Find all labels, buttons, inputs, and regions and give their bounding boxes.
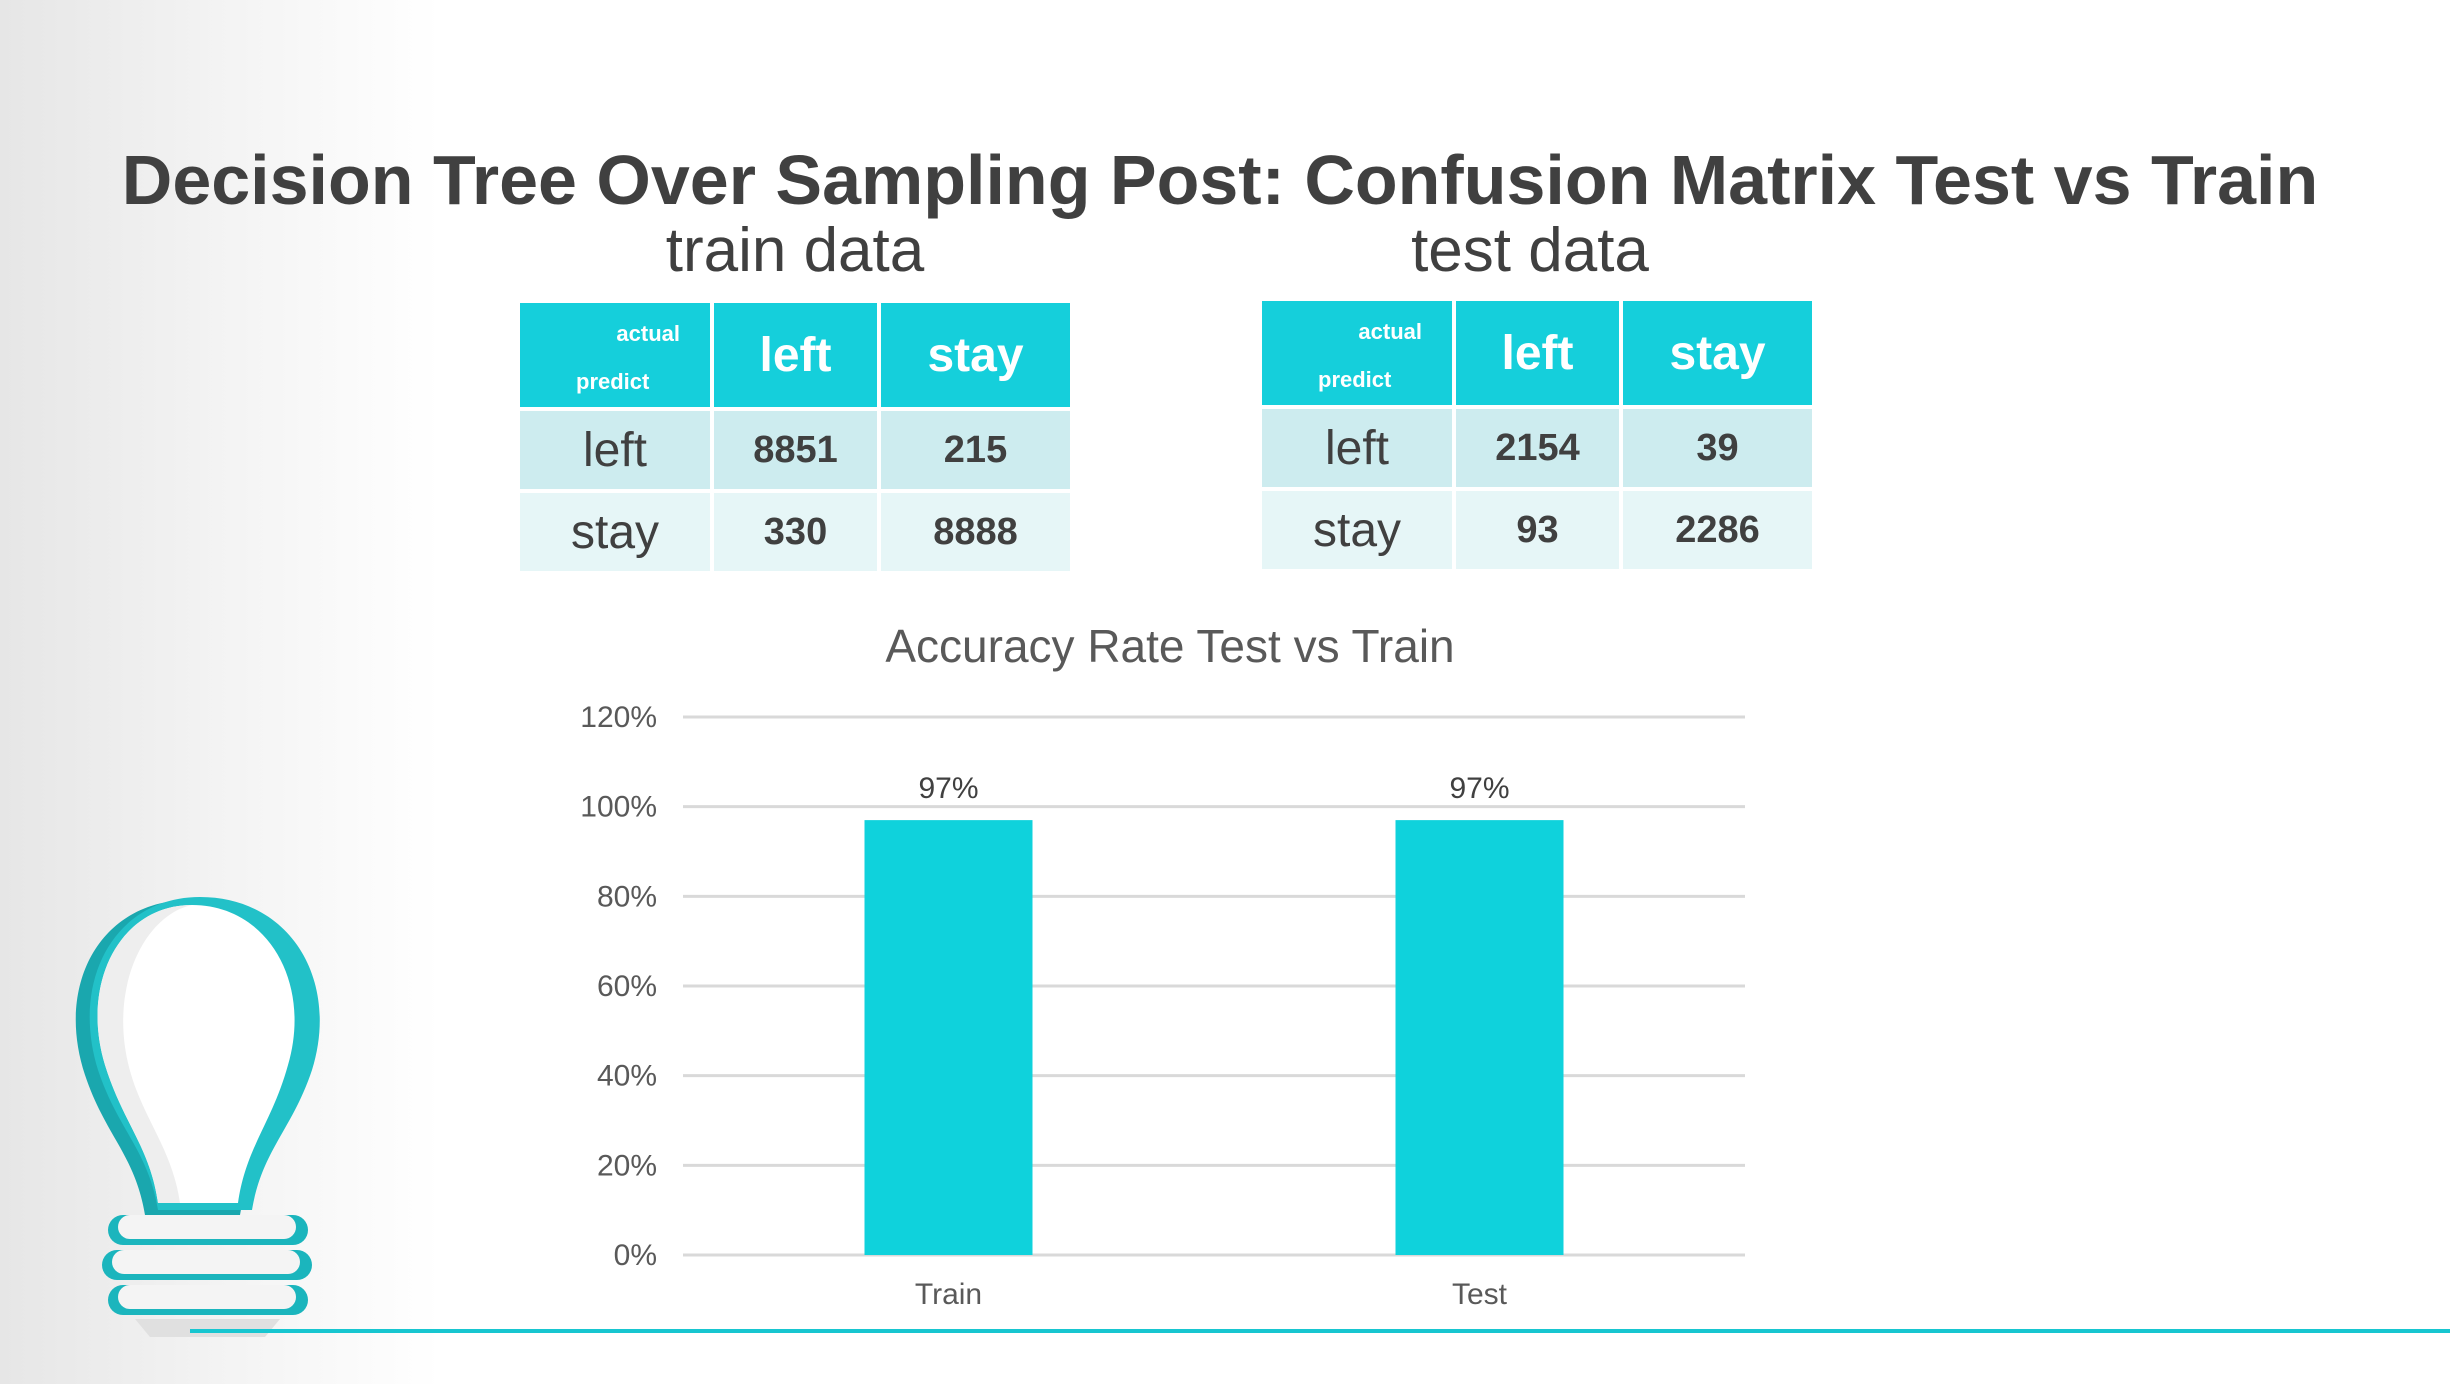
matrix-cell: 2286 (1623, 491, 1812, 569)
slide-title: Decision Tree Over Sampling Post: Confus… (121, 141, 2319, 219)
lightbulb-icon (75, 897, 320, 1337)
accuracy-bar-chart: Accuracy Rate Test vs Train 0% 20% 40% 60% 8… (580, 620, 1745, 1311)
train-data-label: train data (665, 216, 925, 285)
x-tick-label: Train (915, 1278, 982, 1311)
predict-label: predict (576, 369, 650, 394)
actual-label: actual (616, 321, 680, 346)
matrix-cell: 330 (714, 493, 877, 571)
bar-test (1395, 820, 1564, 1255)
y-tick-label: 40% (597, 1060, 657, 1093)
col-header-left: left (1456, 301, 1619, 405)
matrix-row: stay 93 2286 (1262, 491, 1812, 569)
y-tick-label: 0% (614, 1239, 657, 1272)
y-tick-label: 120% (580, 701, 657, 734)
test-confusion-matrix: actual predict left stay left 2154 39 st… (1258, 297, 1816, 573)
y-tick-label: 100% (580, 791, 657, 824)
row-label-stay: stay (520, 493, 710, 571)
data-label: 97% (1449, 772, 1509, 805)
row-label-left: left (520, 411, 710, 489)
y-tick-label: 60% (597, 970, 657, 1003)
col-header-left: left (714, 303, 877, 407)
chart-title: Accuracy Rate Test vs Train (885, 620, 1454, 672)
matrix-row: left 8851 215 (520, 411, 1070, 489)
data-label: 97% (918, 772, 978, 805)
col-header-stay: stay (1623, 301, 1812, 405)
test-data-label: test data (1411, 216, 1649, 285)
matrix-cell: 39 (1623, 409, 1812, 487)
matrix-cell: 8851 (714, 411, 877, 489)
row-label-stay: stay (1262, 491, 1452, 569)
matrix-corner-cell: actual predict (1262, 301, 1452, 405)
y-tick-label: 80% (597, 880, 657, 913)
matrix-cell: 215 (881, 411, 1070, 489)
bottom-accent-line (190, 1329, 2450, 1333)
matrix-cell: 93 (1456, 491, 1619, 569)
train-confusion-matrix: actual predict left stay left 8851 215 s… (516, 299, 1074, 575)
actual-label: actual (1358, 319, 1422, 344)
matrix-corner-cell: actual predict (520, 303, 710, 407)
predict-label: predict (1318, 367, 1392, 392)
row-label-left: left (1262, 409, 1452, 487)
x-tick-label: Test (1452, 1278, 1508, 1311)
matrix-cell: 2154 (1456, 409, 1619, 487)
bar-train (864, 820, 1033, 1255)
matrix-row: left 2154 39 (1262, 409, 1812, 487)
matrix-row: stay 330 8888 (520, 493, 1070, 571)
col-header-stay: stay (881, 303, 1070, 407)
y-tick-label: 20% (597, 1149, 657, 1182)
matrix-cell: 8888 (881, 493, 1070, 571)
